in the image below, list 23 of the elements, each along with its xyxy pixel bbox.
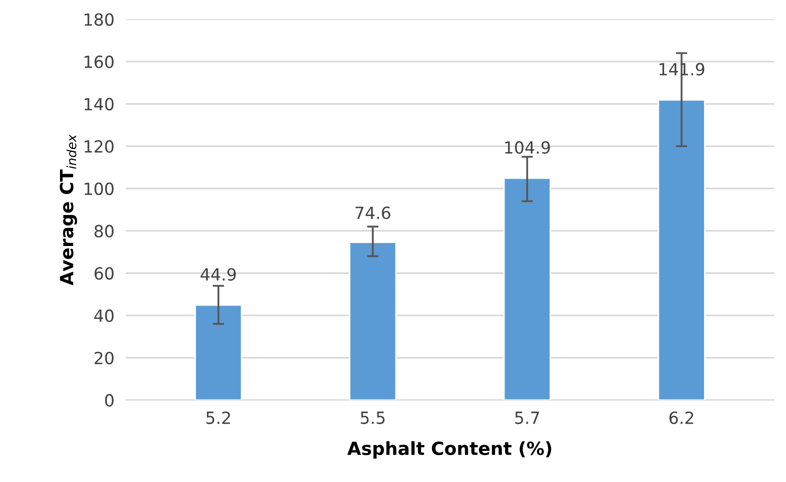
bar (503, 177, 552, 400)
bar (658, 99, 706, 400)
data-label: 74.6 (356, 206, 390, 220)
x-axis-title: Asphalt Content (%) (347, 441, 552, 459)
bar (348, 242, 397, 400)
x-tick-label: 5.5 (360, 412, 385, 424)
y-tick-label: 60 (94, 267, 114, 280)
x-tick-label: 5.2 (206, 411, 230, 424)
y-tick-label: 40 (94, 309, 114, 322)
x-tick-label: 5.7 (515, 412, 540, 424)
y-tick-label: 140 (84, 98, 114, 110)
y-tick-label: 120 (84, 140, 114, 153)
y-tick-label: 80 (94, 224, 114, 238)
data-label: 44.9 (200, 268, 236, 281)
y-tick-label: 100 (84, 182, 114, 196)
bar (194, 304, 242, 400)
y-tick-label: 160 (84, 56, 114, 68)
y-tick-label: 180 (84, 13, 114, 26)
y-tick-label: 0 (105, 394, 114, 407)
y-tick-label: 20 (94, 352, 114, 364)
data-label: 104.9 (505, 141, 550, 154)
y-axis-title: Average CT$_{index}$ (60, 134, 78, 286)
x-tick-label: 6.2 (669, 411, 694, 424)
